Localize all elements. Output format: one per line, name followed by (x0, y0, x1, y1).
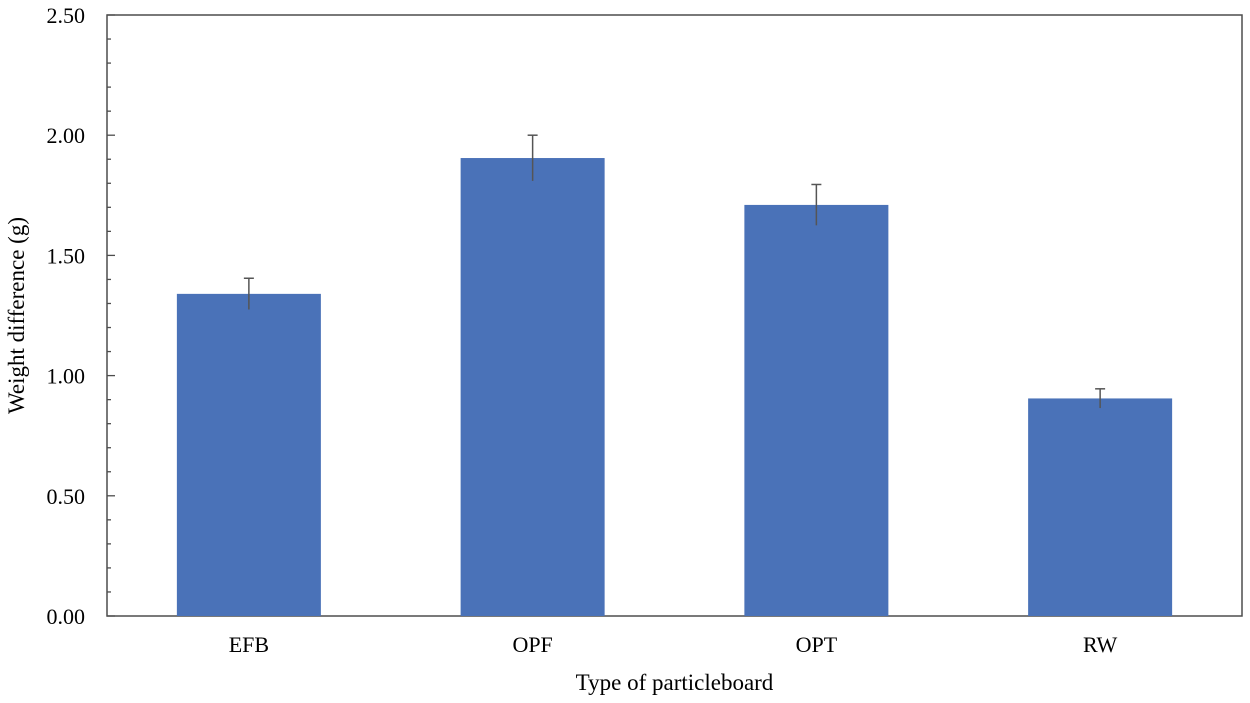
x-tick-label-opt: OPT (796, 632, 838, 657)
y-tick-label: 2.00 (47, 123, 86, 148)
bar-opf (460, 158, 605, 616)
x-tick-label-efb: EFB (229, 632, 269, 657)
plot-frame (106, 14, 1243, 617)
error-bars (243, 134, 1106, 409)
x-tick-label-opf: OPF (512, 632, 552, 657)
y-tick-label: 0.00 (47, 604, 86, 629)
x-axis-ticks: EFB OPF OPT RW (229, 632, 1118, 657)
bars (176, 158, 1173, 616)
x-axis-label: Type of particleboard (576, 670, 774, 695)
bar-efb (176, 293, 321, 616)
y-tick-label: 0.50 (47, 484, 86, 509)
y-tick-label: 1.50 (47, 243, 86, 268)
y-tick-label: 2.50 (47, 3, 86, 28)
y-axis-label: Weight difference (g) (4, 217, 29, 414)
bar-rw (1028, 398, 1173, 616)
y-tick-label: 1.00 (47, 364, 86, 389)
plot-border (106, 14, 1243, 617)
y-axis-ticks: 0.00 0.50 1.00 1.50 2.00 2.50 (47, 3, 115, 629)
bar-opt (744, 204, 889, 616)
x-tick-label-rw: RW (1083, 632, 1117, 657)
